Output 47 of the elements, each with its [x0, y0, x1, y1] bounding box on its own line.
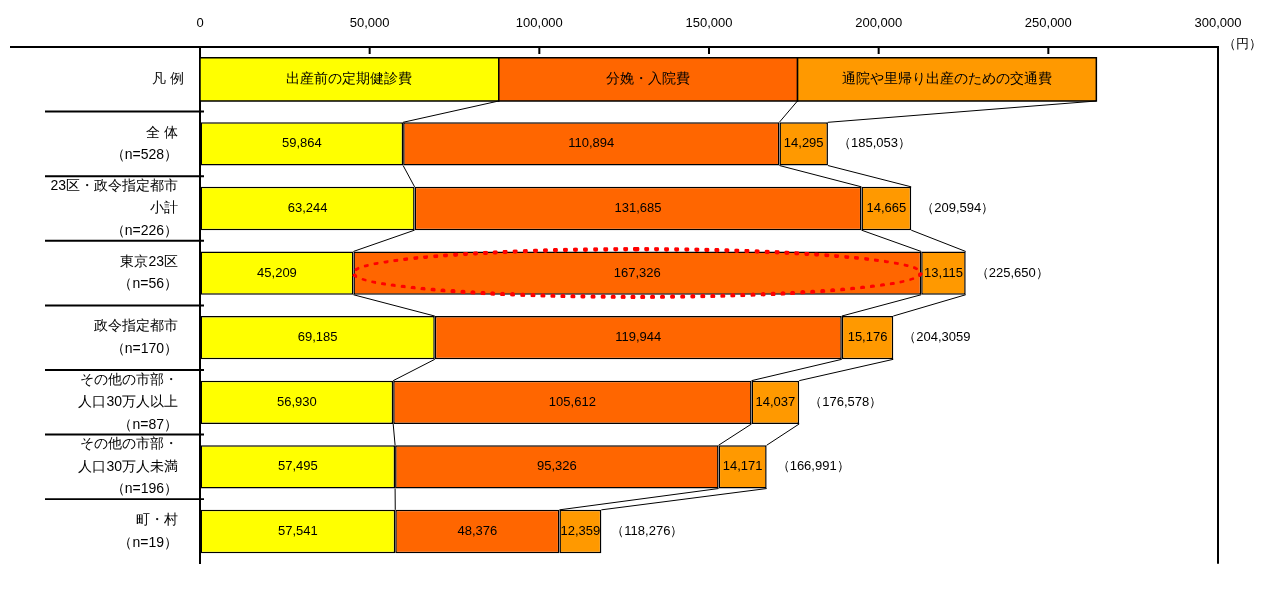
x-tick-label: 100,000: [515, 14, 563, 30]
data-label: 15,176: [847, 329, 888, 345]
data-label: 14,037: [755, 393, 796, 409]
data-label: 56,930: [276, 393, 317, 409]
total-label: （225,650）: [975, 264, 1049, 280]
data-label: 131,685: [614, 200, 662, 216]
total-label: （209,594）: [921, 200, 995, 216]
data-label: 59,864: [281, 135, 322, 151]
y-tick-label: 全 体（n=528）: [110, 123, 178, 162]
y-tick-label: 政令指定都市（n=170）: [94, 317, 178, 356]
data-label: 45,209: [257, 264, 297, 280]
data-label: 14,665: [866, 200, 907, 216]
total-label: （204,3059: [903, 329, 971, 345]
data-label: 12,359: [560, 523, 601, 539]
data-label: 14,295: [783, 135, 824, 151]
text: 出産前の定期健診費: [286, 70, 413, 87]
x-tick-label: 200,000: [855, 14, 903, 30]
data-label: 14,171: [722, 458, 763, 474]
text: 通院や里帰り出産のための交通費: [841, 70, 1052, 87]
data-label: 57,541: [278, 523, 318, 539]
data-label: 105,612: [548, 393, 596, 409]
total-label: （185,053）: [837, 135, 911, 151]
x-tick-label: 300,000: [1194, 14, 1242, 30]
x-axis-title: （円）: [1223, 35, 1262, 51]
legend-title: 凡 例: [152, 70, 184, 87]
x-tick-label: 250,000: [1024, 14, 1072, 30]
data-label: 57,495: [277, 458, 318, 474]
total-label: （118,276）: [611, 523, 684, 539]
y-tick-label: 東京23区（n=56）: [118, 252, 178, 292]
data-label: 69,185: [297, 329, 338, 345]
data-label: 48,376: [457, 523, 498, 539]
y-tick-label: その他の市部・人口30万人未満（n=196）: [78, 435, 178, 497]
data-label: 119,944: [615, 329, 662, 345]
total-label: （176,578）: [809, 393, 883, 409]
data-label: 110,894: [568, 135, 615, 151]
data-label: 167,326: [613, 264, 661, 280]
data-label: 95,326: [536, 458, 577, 474]
y-tick-label: 23区・政令指定都市小計（n=226）: [50, 176, 178, 238]
data-label: 13,115: [924, 264, 963, 280]
y-tick-label: その他の市部・人口30万人以上（n=87）: [78, 370, 178, 432]
data-label: 63,244: [287, 200, 328, 216]
y-tick-label: 町・村（n=19）: [118, 511, 178, 550]
x-tick-label: 150,000: [685, 14, 733, 30]
x-tick-label: 50,000: [349, 14, 390, 30]
text: 分娩・入院費: [606, 70, 691, 87]
total-label: （166,991）: [776, 458, 850, 474]
x-tick-label: 0: [196, 14, 204, 30]
